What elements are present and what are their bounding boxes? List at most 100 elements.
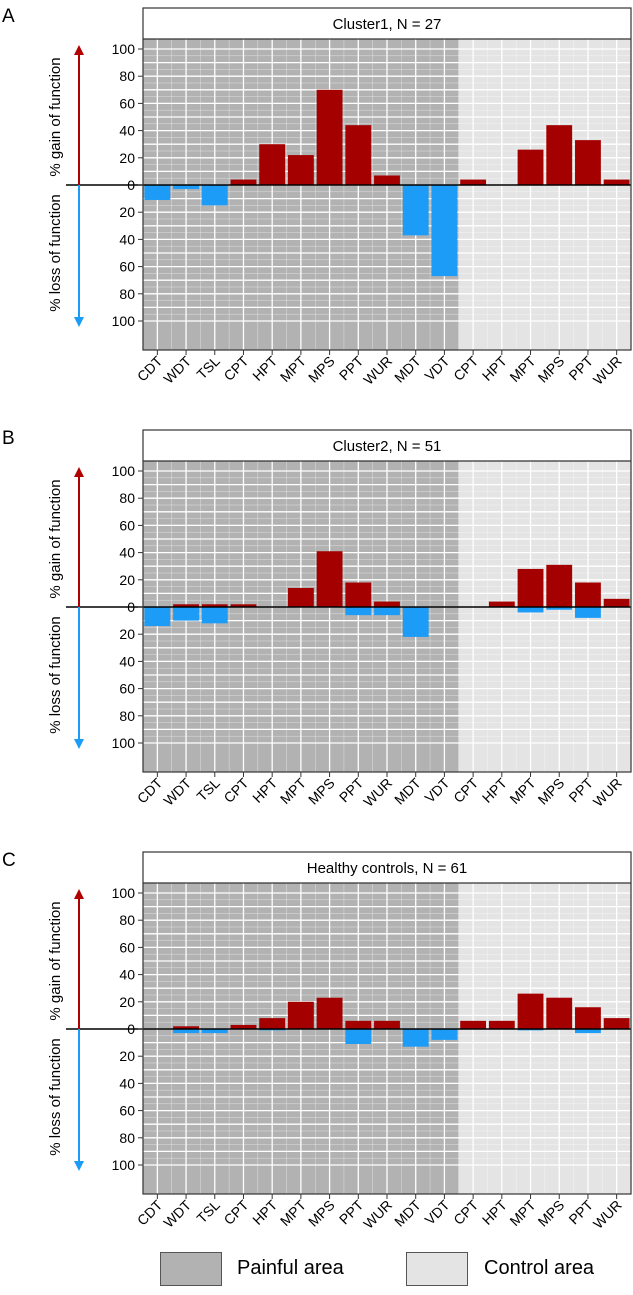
loss-bar [201, 185, 228, 206]
y-tick-label: 20 [119, 572, 135, 588]
panel-title-strip [143, 852, 631, 883]
panel-b: B Cluster2, N = 51 100 80 60 40 20 0 20 40 60 80 100… [2, 428, 632, 810]
x-tick-label: CPT [220, 774, 251, 805]
panel-title-strip [143, 8, 631, 39]
x-tick-label: HPT [479, 352, 510, 383]
gain-bar [575, 582, 601, 607]
y-tick-label: 0 [127, 1021, 135, 1037]
gain-bar [546, 564, 573, 607]
x-tick-label: TSL [193, 775, 223, 805]
loss-bar [431, 185, 458, 277]
panel-title: Cluster2, N = 51 [333, 438, 442, 455]
gain-bar [546, 997, 573, 1029]
x-tick-label: CPT [450, 774, 481, 805]
panel-a: A Cluster1, N = 27 100 80 60 40 20 0 20 40 60 80 100… [2, 6, 632, 388]
x-tick-label: MDT [391, 1196, 424, 1229]
x-tick-label: WUR [360, 775, 395, 810]
loss-bar [546, 607, 573, 610]
gain-bar [173, 1026, 199, 1029]
panel-letter: A [2, 6, 15, 27]
gain-bar [517, 149, 544, 185]
gain-arrow-head-icon [74, 45, 84, 55]
gain-bar [287, 155, 314, 185]
x-tick-label: MPS [535, 775, 568, 808]
loss-bar [173, 607, 199, 621]
gain-bar [316, 997, 343, 1029]
y-tick-label: 60 [119, 681, 135, 697]
x-tick-label: MPS [305, 353, 338, 386]
panel-letter: B [2, 428, 15, 449]
y-tick-label: 100 [112, 313, 136, 329]
y-tick-label: 20 [119, 626, 135, 642]
loss-bar [173, 185, 199, 190]
loss-axis-label: % loss of function [47, 616, 64, 734]
gain-bar [575, 1007, 601, 1029]
loss-bar [201, 607, 228, 624]
loss-axis-label: % loss of function [47, 194, 64, 312]
x-tick-label: HPT [479, 774, 510, 805]
gain-bar [316, 89, 343, 185]
loss-bar [575, 607, 601, 618]
x-tick-label: CDT [134, 352, 166, 384]
x-tick-label: WUR [360, 1197, 395, 1232]
y-tick-label: 80 [119, 912, 135, 928]
gain-bar [259, 144, 286, 185]
loss-bar [374, 607, 400, 616]
y-tick-label: 60 [119, 1103, 135, 1119]
gain-arrow-head-icon [74, 467, 84, 477]
x-tick-label: MPT [506, 1196, 539, 1229]
y-tick-label: 60 [119, 939, 135, 955]
x-tick-label: VDT [421, 1196, 452, 1227]
loss-arrow-head-icon [74, 1161, 84, 1171]
y-tick-label: 60 [119, 517, 135, 533]
loss-arrow-head-icon [74, 317, 84, 327]
y-tick-label: 60 [119, 259, 135, 275]
gain-bar [287, 1001, 314, 1029]
y-tick-label: 40 [119, 231, 135, 247]
gain-axis-label: % gain of function [47, 479, 64, 598]
panel-letter: C [2, 850, 16, 871]
control-area-label: Control area [484, 1257, 595, 1279]
x-tick-label: CPT [450, 352, 481, 383]
y-tick-label: 80 [119, 490, 135, 506]
y-tick-label: 0 [127, 177, 135, 193]
gain-bar [374, 175, 400, 185]
painful-area-swatch [160, 1252, 222, 1286]
x-tick-label: MDT [391, 774, 424, 807]
gain-bar [345, 1020, 372, 1029]
legend: Painful area Control area [0, 1248, 633, 1295]
loss-bar [517, 607, 544, 613]
x-tick-label: HPT [249, 1196, 280, 1227]
gain-bar [287, 587, 314, 607]
y-tick-label: 100 [112, 1157, 136, 1173]
loss-bar [345, 1029, 372, 1044]
gain-bar [230, 179, 257, 185]
x-tick-label: CPT [220, 352, 251, 383]
gain-bar [230, 604, 257, 607]
control-area-swatch [406, 1252, 468, 1286]
gain-bar [345, 582, 372, 607]
x-tick-label: MDT [391, 352, 424, 385]
gain-bar [517, 568, 544, 607]
loss-bar [144, 185, 171, 200]
gain-bar [603, 1018, 630, 1029]
panel-title: Healthy controls, N = 61 [307, 860, 468, 877]
y-tick-label: 20 [119, 1048, 135, 1064]
x-tick-label: CDT [134, 774, 166, 806]
gain-bar [374, 1020, 400, 1029]
loss-bar [345, 607, 372, 616]
x-tick-label: WUR [360, 353, 395, 388]
x-tick-label: CPT [450, 1196, 481, 1227]
gain-bar [173, 604, 199, 607]
x-tick-label: WUR [590, 1197, 625, 1232]
gain-bar [230, 1024, 257, 1029]
gain-bar [374, 601, 400, 607]
x-tick-label: VDT [421, 352, 452, 383]
gain-bar [517, 993, 544, 1029]
gain-bar [575, 140, 601, 185]
panel-c: C Healthy controls, N = 61 100 80 60 40 20 0 20 4… [2, 850, 632, 1232]
loss-bar [144, 607, 171, 627]
painful-area-label: Painful area [237, 1257, 344, 1279]
x-tick-label: HPT [479, 1196, 510, 1227]
x-tick-label: WDT [160, 353, 194, 387]
